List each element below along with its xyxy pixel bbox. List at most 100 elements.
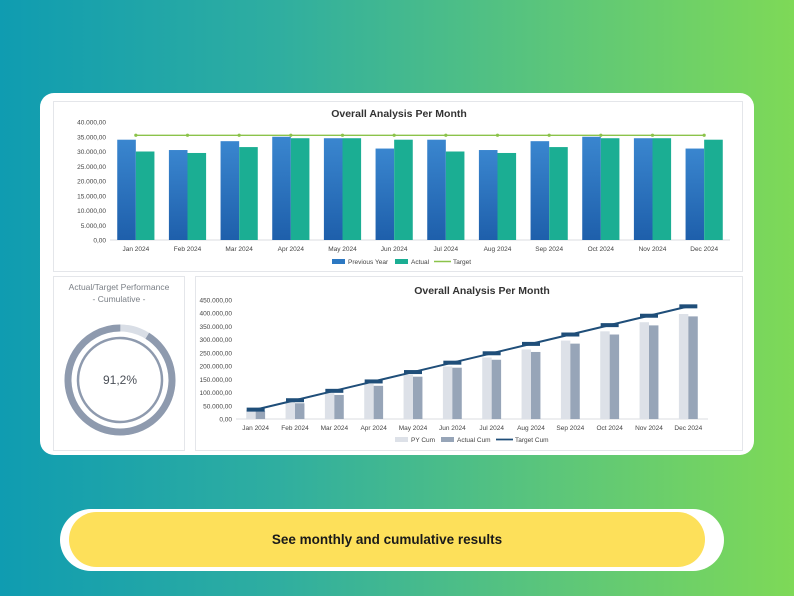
monthly-chart-panel: Overall Analysis Per Month 0,00 5.000,00 1… <box>53 101 743 272</box>
bar-actual <box>497 152 517 240</box>
monthly-chart-title: Overall Analysis Per Month <box>331 108 467 120</box>
legend-previous-year: Previous Year <box>348 259 389 266</box>
x-tick-label: May 2024 <box>328 246 357 253</box>
y-tick-label: 30.000,00 <box>77 149 106 156</box>
bar-actual <box>239 147 258 240</box>
dashboard-card: Overall Analysis Per Month 0,00 5.000,00 1… <box>40 93 754 455</box>
kpi-panel: Actual/Target Performance - Cumulative -… <box>53 276 185 451</box>
target-cum-marker <box>443 360 462 365</box>
legend-py-cum: PY Cum <box>411 437 435 444</box>
y-tick-label: 200.000,00 <box>199 364 232 371</box>
cumulative-chart: Overall Analysis Per Month 0,00 50.000,00… <box>199 285 708 444</box>
x-tick-label: Feb 2024 <box>174 246 202 253</box>
x-tick-label: Jul 2024 <box>434 246 459 253</box>
x-tick-label: Jan 2024 <box>242 425 269 432</box>
kpi-subtitle: - Cumulative - <box>92 294 146 304</box>
y-tick-label: 0,00 <box>219 417 232 424</box>
bar-actual-cum <box>491 359 502 419</box>
y-tick-label: 40.000,00 <box>77 120 106 127</box>
target-cum-marker <box>640 313 658 318</box>
bar-actual-cum <box>413 376 423 419</box>
legend-target-cum: Target Cum <box>515 437 549 444</box>
bar-previous-year <box>220 141 240 240</box>
target-marker <box>547 133 551 137</box>
donut-value-label: 91,2% <box>103 373 137 387</box>
y-tick-label: 0,00 <box>93 238 106 245</box>
cumulative-chart-panel: Overall Analysis Per Month 0,00 50.000,00… <box>195 276 743 451</box>
bar-previous-year <box>530 141 550 240</box>
legend-actual-cum: Actual Cum <box>457 437 491 444</box>
cumulative-chart-title: Overall Analysis Per Month <box>414 285 550 297</box>
bar-actual <box>652 138 672 240</box>
bar-actual <box>394 139 413 240</box>
target-marker <box>237 133 241 137</box>
kpi-title: Actual/Target Performance <box>68 282 170 292</box>
bar-previous-year <box>272 136 291 240</box>
y-tick-label: 50.000,00 <box>203 403 232 410</box>
bar-previous-year <box>633 138 653 240</box>
bar-previous-year <box>478 150 498 240</box>
bar-actual-cum <box>255 411 266 419</box>
bar-previous-year <box>117 139 136 240</box>
legend-swatch-previous-year <box>332 259 345 264</box>
bar-py-cum <box>364 383 374 419</box>
target-marker <box>599 133 603 137</box>
target-cum-marker <box>600 323 619 328</box>
target-cum-marker <box>404 370 422 375</box>
x-tick-label: Jun 2024 <box>439 425 466 432</box>
target-marker <box>134 133 138 137</box>
bar-actual <box>600 138 620 240</box>
bar-actual-cum <box>609 334 620 419</box>
bar-actual-cum <box>531 351 541 419</box>
bar-previous-year <box>427 139 446 240</box>
x-tick-label: Jun 2024 <box>381 246 408 253</box>
target-marker <box>444 133 448 137</box>
target-cum-marker <box>561 332 580 337</box>
donut-value-ring <box>64 324 176 436</box>
x-tick-label: Jul 2024 <box>479 425 504 432</box>
x-tick-label: Nov 2024 <box>639 246 667 253</box>
bar-py-cum <box>246 410 256 419</box>
bar-py-cum <box>482 357 492 419</box>
y-tick-label: 300.000,00 <box>199 337 232 344</box>
y-tick-label: 25.000,00 <box>77 164 106 171</box>
monthly-chart: Overall Analysis Per Month 0,00 5.000,00 1… <box>77 108 730 266</box>
target-marker <box>650 133 655 137</box>
bar-actual <box>187 152 207 240</box>
bar-actual-cum <box>649 325 659 419</box>
cumulative-chart-legend: PY Cum Actual Cum Target Cum <box>395 437 549 444</box>
x-tick-label: Apr 2024 <box>278 246 305 253</box>
target-cum-marker <box>246 407 265 412</box>
y-tick-label: 100.000,00 <box>199 390 232 397</box>
y-tick-label: 20.000,00 <box>77 179 106 186</box>
x-tick-label: Mar 2024 <box>225 246 253 253</box>
x-tick-label: Sep 2024 <box>556 425 584 432</box>
target-cum-marker <box>522 341 540 346</box>
bar-py-cum <box>560 340 571 419</box>
bar-py-cum <box>639 322 649 419</box>
y-tick-label: 400.000,00 <box>199 311 232 318</box>
bar-previous-year <box>323 138 343 240</box>
bar-previous-year <box>582 136 601 240</box>
target-cum-marker <box>325 388 344 393</box>
target-marker <box>392 133 396 137</box>
bar-previous-year <box>168 150 188 240</box>
target-cum-marker <box>482 351 501 356</box>
y-tick-label: 5.000,00 <box>81 223 107 230</box>
x-tick-label: Jan 2024 <box>122 246 149 253</box>
y-tick-label: 450.000,00 <box>199 298 232 305</box>
x-tick-label: Aug 2024 <box>517 425 545 432</box>
bar-py-cum <box>600 331 610 419</box>
target-cum-marker <box>286 398 304 403</box>
cta-banner-label: See monthly and cumulative results <box>69 512 705 567</box>
kpi-donut: 91,2% <box>64 324 176 436</box>
target-marker <box>289 133 293 137</box>
bar-actual-cum <box>688 316 698 419</box>
bar-actual-cum <box>295 403 305 419</box>
monthly-chart-legend: Previous Year Actual Target <box>332 259 471 266</box>
bar-actual <box>445 151 465 240</box>
legend-swatch-py-cum <box>395 437 408 442</box>
y-tick-label: 350.000,00 <box>199 324 232 331</box>
x-tick-label: Dec 2024 <box>690 246 718 253</box>
legend-swatch-actual <box>395 259 408 264</box>
